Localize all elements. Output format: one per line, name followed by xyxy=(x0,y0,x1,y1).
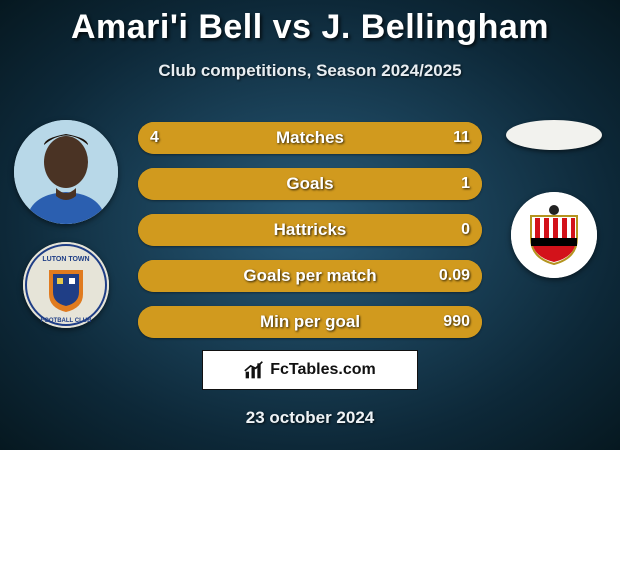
stat-value-right: 1 xyxy=(461,168,470,200)
footer-site-text: FcTables.com xyxy=(270,361,376,379)
stat-label: Goals xyxy=(138,168,482,200)
title-player1: Amari'i Bell xyxy=(71,8,263,46)
stat-value-left: 4 xyxy=(150,122,159,154)
stat-value-right: 11 xyxy=(453,122,470,154)
crest1-q1 xyxy=(57,278,63,284)
stat-bars: Matches4 11 Goals1 Hattricks0 Goals per matc… xyxy=(138,122,482,352)
stat-label: Hattricks xyxy=(138,214,482,246)
avatar-head xyxy=(44,136,88,188)
comparison-card: Amari'i Bell vs J. Bellingham Club compe… xyxy=(0,0,620,450)
stat-row: Min per goal990 xyxy=(138,306,482,338)
stat-row: Matches4 11 xyxy=(138,122,482,154)
stat-value-right: 0 xyxy=(461,214,470,246)
subtitle: Club competitions, Season 2024/2025 xyxy=(0,61,620,81)
chart-icon xyxy=(244,360,264,380)
stat-row: Goals1 xyxy=(138,168,482,200)
right-column xyxy=(494,120,614,278)
player2-photo-placeholder xyxy=(506,120,602,150)
title-vs: vs xyxy=(273,8,312,46)
stat-value-right: 0.09 xyxy=(439,260,470,292)
player2-club-crest xyxy=(511,192,597,278)
left-column: LUTON TOWN FOOTBALL CLUB xyxy=(6,120,126,328)
stat-label: Min per goal xyxy=(138,306,482,338)
stat-row: Hattricks0 xyxy=(138,214,482,246)
crest2-band xyxy=(531,238,577,246)
footer-site-badge: FcTables.com xyxy=(202,350,418,390)
crest1-svg: LUTON TOWN FOOTBALL CLUB xyxy=(23,242,109,328)
stat-value-right: 990 xyxy=(443,306,470,338)
crest1-q2 xyxy=(69,278,75,284)
crest2-ball xyxy=(549,205,559,215)
stat-row: Goals per match0.09 xyxy=(138,260,482,292)
player1-avatar-svg xyxy=(14,120,118,224)
title-player2: J. Bellingham xyxy=(321,8,549,46)
crest2-svg xyxy=(511,192,597,278)
crest1-text-bottom: FOOTBALL CLUB xyxy=(41,318,93,324)
page-title: Amari'i Bell vs J. Bellingham xyxy=(0,0,620,47)
stat-label: Goals per match xyxy=(138,260,482,292)
footer-date: 23 october 2024 xyxy=(0,408,620,428)
crest1-shield-inner xyxy=(53,274,79,306)
stat-label: Matches xyxy=(138,122,482,154)
player1-photo xyxy=(14,120,118,224)
crest1-text-top: LUTON TOWN xyxy=(42,256,89,263)
player1-club-crest: LUTON TOWN FOOTBALL CLUB xyxy=(23,242,109,328)
